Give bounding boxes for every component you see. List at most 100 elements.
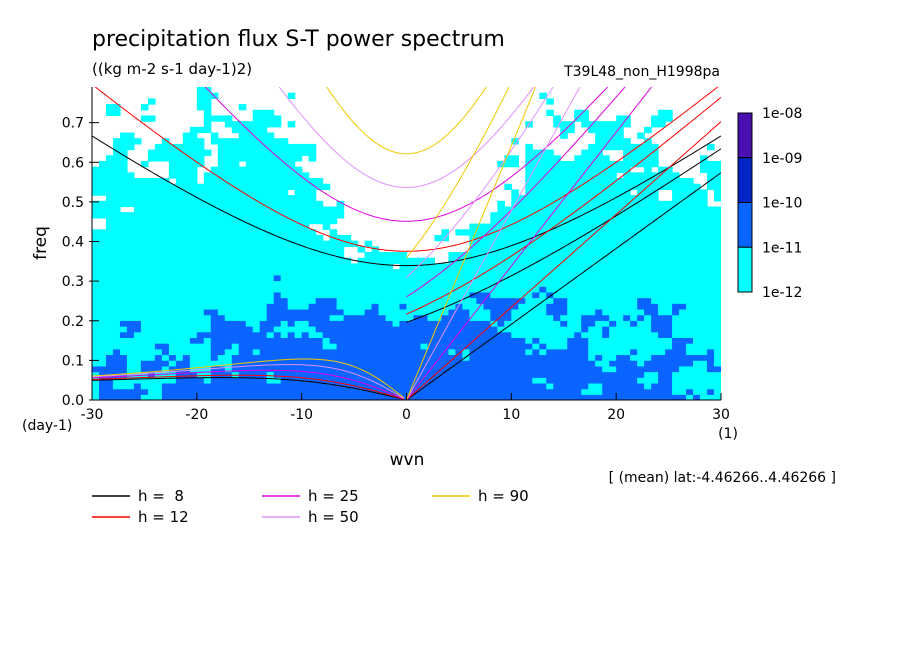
spectrum-cell	[581, 246, 589, 253]
spectrum-cell	[175, 234, 184, 242]
spectrum-cell	[92, 371, 100, 378]
spectrum-cell	[126, 195, 135, 202]
spectrum-cell	[483, 246, 491, 253]
spectrum-cell	[581, 115, 589, 122]
spectrum-cell	[714, 246, 721, 253]
colorbar-segment	[737, 246, 753, 293]
spectrum-cell	[112, 166, 121, 173]
spectrum-cell	[161, 274, 170, 282]
spectrum-cell	[385, 257, 394, 265]
spectrum-cell	[308, 360, 317, 367]
spectrum-cell	[210, 206, 219, 213]
spectrum-cell	[693, 331, 701, 338]
spectrum-cell	[364, 286, 373, 293]
spectrum-cell	[637, 223, 645, 230]
spectrum-cell	[679, 377, 687, 384]
spectrum-cell	[427, 269, 436, 276]
spectrum-cell	[357, 297, 366, 304]
spectrum-cell	[301, 143, 310, 151]
spectrum-cell	[469, 240, 477, 247]
spectrum-cell	[252, 138, 261, 145]
spectrum-cell	[175, 291, 184, 299]
spectrum-cell	[574, 229, 582, 236]
spectrum-cell	[182, 252, 191, 259]
spectrum-cell	[518, 223, 526, 230]
spectrum-cell	[476, 246, 484, 253]
spectrum-cell	[266, 195, 275, 202]
spectrum-cell	[196, 280, 205, 287]
spectrum-cell	[616, 183, 624, 191]
spectrum-cell	[483, 303, 491, 310]
spectrum-cell	[371, 337, 380, 344]
spectrum-cell	[168, 360, 177, 367]
spectrum-cell	[567, 394, 575, 400]
spectrum-cell	[560, 160, 568, 168]
x-axis-ticks: -30 -20 -10 0 10 20 30	[81, 393, 730, 423]
spectrum-cell	[315, 348, 324, 356]
spectrum-cell	[490, 217, 498, 225]
spectrum-cell	[490, 320, 498, 327]
spectrum-cell	[448, 382, 457, 390]
spectrum-cell	[189, 200, 198, 208]
spectrum-cell	[406, 320, 415, 327]
spectrum-cell	[238, 138, 247, 145]
spectrum-cell	[602, 297, 610, 304]
spectrum-cell	[651, 234, 659, 242]
spectrum-cell	[252, 166, 261, 173]
spectrum-cell	[700, 155, 708, 162]
spectrum-cell	[112, 212, 121, 219]
spectrum-cell	[364, 382, 373, 390]
spectrum-cell	[322, 252, 331, 259]
spectrum-cell	[651, 189, 659, 196]
spectrum-cell	[119, 382, 128, 390]
spectrum-cell	[238, 286, 247, 293]
spectrum-cell	[336, 212, 345, 219]
spectrum-cell	[252, 257, 261, 265]
spectrum-cell	[714, 280, 721, 287]
spectrum-cell	[700, 274, 708, 282]
spectrum-cell	[567, 166, 575, 173]
spectrum-cell	[630, 149, 638, 156]
spectrum-cell	[140, 212, 149, 219]
spectrum-cell	[511, 377, 519, 384]
spectrum-cell	[658, 109, 666, 117]
spectrum-cell	[385, 388, 394, 395]
spectrum-cell	[588, 246, 596, 253]
spectrum-cell	[175, 178, 184, 185]
spectrum-cell	[686, 183, 694, 191]
spectrum-cell	[273, 252, 282, 259]
spectrum-cell	[602, 331, 610, 338]
spectrum-cell	[238, 223, 247, 230]
spectrum-cell	[161, 337, 170, 344]
spectrum-cell	[266, 291, 275, 299]
spectrum-cell	[693, 234, 701, 242]
spectrum-cell	[392, 331, 401, 338]
spectrum-cell	[630, 280, 638, 287]
spectrum-cell	[252, 365, 261, 373]
spectrum-cell	[119, 303, 128, 310]
spectrum-cell	[161, 308, 170, 316]
spectrum-cell	[644, 365, 652, 373]
spectrum-cell	[700, 189, 708, 196]
spectrum-cell	[602, 394, 610, 400]
spectrum-cell	[350, 320, 359, 327]
spectrum-cell	[595, 246, 603, 253]
spectrum-cell	[357, 388, 366, 395]
spectrum-cell	[406, 348, 415, 356]
spectrum-cell	[259, 388, 268, 395]
spectrum-cell	[175, 229, 184, 236]
spectrum-cell	[651, 263, 659, 270]
spectrum-cell	[105, 269, 114, 276]
spectrum-cell	[483, 229, 491, 236]
spectrum-cell	[518, 195, 526, 202]
spectrum-cell	[553, 160, 561, 168]
spectrum-cell	[665, 394, 673, 400]
power-spectrum-field	[92, 87, 721, 400]
spectrum-cell	[651, 394, 659, 400]
spectrum-cell	[161, 138, 170, 145]
spectrum-cell	[329, 246, 338, 253]
spectrum-cell	[546, 155, 554, 162]
spectrum-cell	[245, 382, 254, 390]
spectrum-cell	[245, 360, 254, 367]
spectrum-cell	[574, 274, 582, 282]
